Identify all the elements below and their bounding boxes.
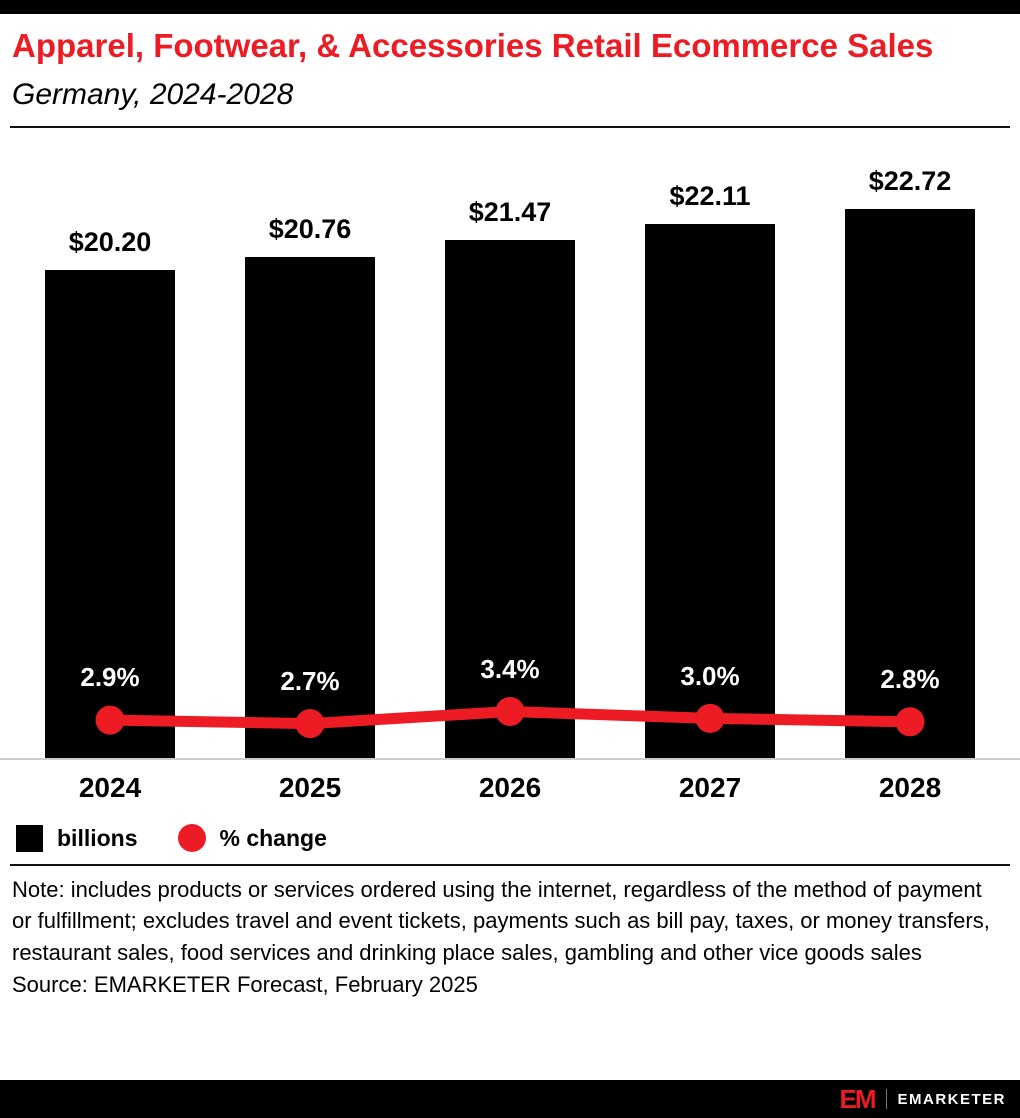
legend-billions-label: billions bbox=[57, 824, 138, 851]
source-text: Source: EMARKETER Forecast, February 202… bbox=[12, 971, 478, 997]
bar-2026 bbox=[445, 239, 575, 759]
bar-line-chart: $20.20 $20.76 $21.47 $22.11 $22.72 2.9% 2.7% 3.… bbox=[0, 128, 1020, 759]
header: Apparel, Footwear, & Accessories Retail … bbox=[0, 14, 1020, 112]
legend: billions % change bbox=[0, 812, 1020, 858]
bar-value-label: $22.72 bbox=[868, 166, 952, 197]
pct-change-label: 3.4% bbox=[480, 653, 540, 684]
top-black-bar bbox=[0, 0, 1020, 14]
legend-billions-swatch-icon bbox=[16, 824, 43, 852]
bar-2028 bbox=[845, 209, 975, 759]
bar-2024 bbox=[45, 270, 175, 759]
bar-2027 bbox=[645, 224, 775, 759]
x-tick-label-2025: 2025 bbox=[278, 772, 342, 804]
footer: Note: includes products or services orde… bbox=[0, 866, 1020, 998]
bar-2025 bbox=[245, 256, 375, 759]
bar-value-label: $21.47 bbox=[468, 196, 552, 227]
footer-divider bbox=[10, 864, 1010, 867]
x-axis: 2024 2025 2026 2027 2028 bbox=[0, 758, 1020, 812]
logo-wordmark: EMARKETER bbox=[897, 1090, 1006, 1108]
x-tick-label-2024: 2024 bbox=[78, 772, 142, 804]
legend-pct-change-label: % change bbox=[219, 824, 327, 851]
chart-title: Apparel, Footwear, & Accessories Retail … bbox=[12, 27, 934, 64]
brand-bar: EM EMARKETER bbox=[0, 1080, 1020, 1118]
bar-value-label: $22.11 bbox=[669, 181, 751, 212]
em-logo-icon: EM bbox=[839, 1084, 876, 1114]
x-tick-label-2028: 2028 bbox=[878, 772, 942, 804]
legend-pct-change-swatch-icon bbox=[177, 824, 206, 853]
bar-value-label: $20.20 bbox=[68, 227, 152, 258]
emarketer-logo: EM EMARKETER bbox=[839, 1086, 1006, 1112]
pct-change-label: 2.7% bbox=[280, 665, 340, 696]
note-text: Note: includes products or services orde… bbox=[12, 877, 990, 965]
pct-change-label: 3.0% bbox=[680, 660, 740, 691]
pct-change-label: 2.8% bbox=[880, 664, 940, 695]
x-tick-label-2026: 2026 bbox=[478, 772, 542, 804]
x-tick-label-2027: 2027 bbox=[678, 772, 742, 804]
logo-divider bbox=[886, 1089, 888, 1109]
chart-subtitle: Germany, 2024-2028 bbox=[12, 78, 294, 112]
bar-value-label: $20.76 bbox=[268, 213, 352, 244]
header-divider bbox=[10, 126, 1010, 129]
pct-change-label: 2.9% bbox=[80, 662, 140, 693]
